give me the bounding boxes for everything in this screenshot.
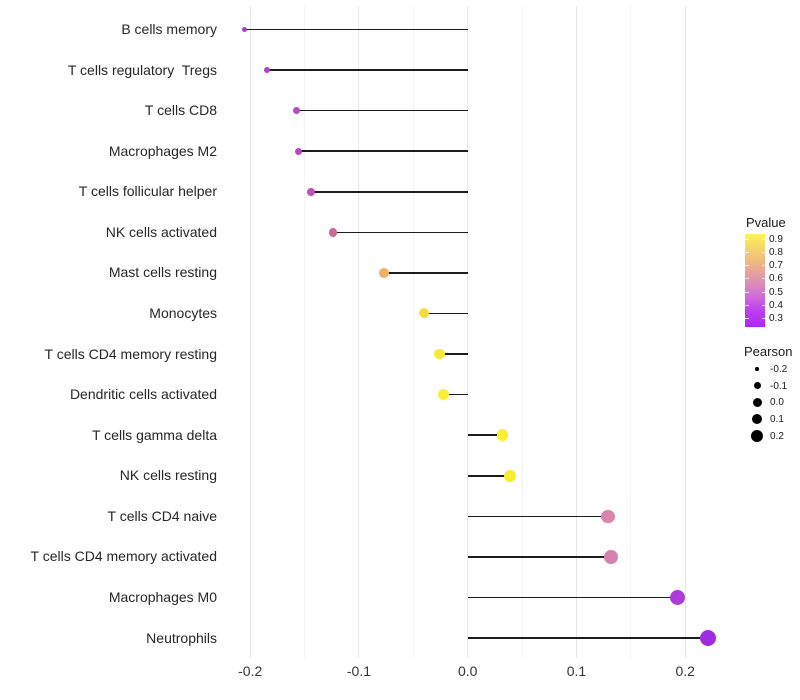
lollipop-stem xyxy=(383,272,468,274)
lollipop-stem xyxy=(467,596,678,599)
lollipop-stem xyxy=(298,150,468,152)
lollipop-dot xyxy=(438,389,450,401)
row-label: Monocytes xyxy=(149,304,217,321)
pearson-legend-label: -0.1 xyxy=(770,380,788,392)
lollipop-dot xyxy=(419,308,430,319)
pvalue-tick-label: 0.5 xyxy=(769,286,783,298)
pearson-legend-dot xyxy=(751,429,763,442)
row-label: Macrophages M0 xyxy=(108,588,217,605)
pvalue-gradient-tick xyxy=(745,265,749,267)
row-label: Dendritic cells activated xyxy=(69,386,217,403)
row-label: Macrophages M2 xyxy=(108,142,217,159)
pearson-legend-dot xyxy=(751,413,763,425)
pvalue-tick-label: 0.6 xyxy=(769,273,783,285)
pearson-legend-title: Pearson xyxy=(744,344,793,359)
lollipop-stem xyxy=(244,28,468,31)
row-label: Mast cells resting xyxy=(108,264,217,281)
pvalue-tick-label: 0.9 xyxy=(769,233,783,245)
pvalue-gradient-tick xyxy=(745,238,749,240)
pvalue-gradient-tick xyxy=(761,251,765,253)
lollipop-dot xyxy=(504,469,517,482)
pearson-legend-label: 0.1 xyxy=(770,414,784,426)
major-gridline xyxy=(467,6,469,658)
pvalue-gradient-tick xyxy=(761,291,765,293)
lollipop-dot xyxy=(434,348,445,360)
major-gridline xyxy=(684,6,686,658)
minor-gridline xyxy=(521,6,523,658)
pearson-legend-dot xyxy=(753,382,761,390)
x-tick-label: -0.1 xyxy=(346,663,371,679)
lollipop-dot xyxy=(328,228,338,237)
pvalue-gradient-tick xyxy=(761,318,765,320)
pvalue-gradient-tick xyxy=(745,251,749,253)
row-label: T cells CD4 memory resting xyxy=(44,345,217,362)
lollipop-dot xyxy=(379,268,389,278)
row-label: NK cells resting xyxy=(119,467,217,484)
major-gridline xyxy=(249,6,251,658)
row-label: T cells CD4 memory activated xyxy=(30,548,217,565)
row-label: T cells regulatory Tregs xyxy=(67,61,217,78)
pvalue-gradient-bar xyxy=(745,234,765,327)
pvalue-gradient-tick xyxy=(745,305,749,306)
pearson-legend-dot xyxy=(752,397,762,407)
x-tick-label: 0.2 xyxy=(675,663,695,679)
pvalue-tick-label: 0.8 xyxy=(769,246,783,258)
lollipop-stem xyxy=(467,474,511,477)
lollipop-dot xyxy=(294,147,302,155)
pvalue-gradient-tick xyxy=(761,265,765,267)
row-label: B cells memory xyxy=(121,21,217,37)
pvalue-gradient-tick xyxy=(761,278,765,280)
minor-gridline xyxy=(304,6,306,658)
pvalue-gradient-tick xyxy=(761,238,765,240)
pvalue-tick-label: 0.4 xyxy=(769,300,783,311)
row-label: T cells CD4 naive xyxy=(107,507,217,524)
lollipop-stem xyxy=(467,434,503,436)
lollipop-stem xyxy=(443,393,468,396)
x-tick-label: -0.2 xyxy=(238,663,263,679)
lollipop-stem xyxy=(266,69,468,71)
lollipop-dot xyxy=(263,67,270,74)
lollipop-dot xyxy=(601,509,615,524)
lollipop-stem xyxy=(467,637,709,639)
lollipop-stem xyxy=(424,312,468,315)
lollipop-stem xyxy=(467,515,608,518)
pvalue-gradient-tick xyxy=(745,318,749,320)
lollipop-dot xyxy=(669,589,686,606)
lollipop-dot xyxy=(242,27,248,32)
x-tick-label: 0.0 xyxy=(457,663,478,679)
major-gridline xyxy=(575,6,577,658)
pearson-legend-dot xyxy=(755,367,759,371)
x-tick-label: 0.1 xyxy=(566,663,587,679)
pearson-legend-label: 0.0 xyxy=(770,397,784,409)
lollipop-stem xyxy=(311,190,468,193)
lollipop-dot xyxy=(496,429,509,441)
row-label: NK cells activated xyxy=(105,223,217,240)
lollipop-dot xyxy=(604,549,619,564)
lollipop-stem xyxy=(439,353,468,355)
pvalue-tick-label: 0.7 xyxy=(769,260,783,272)
pearson-legend-label: 0.2 xyxy=(770,430,784,442)
lollipop-stem xyxy=(467,556,612,558)
minor-gridline xyxy=(630,6,632,658)
pearson-legend-label: -0.2 xyxy=(770,364,788,375)
lollipop-dot xyxy=(307,188,315,196)
row-label: T cells CD8 xyxy=(144,102,217,119)
pvalue-legend-title: Pvalue xyxy=(746,215,786,230)
row-label: T cells follicular helper xyxy=(78,183,217,200)
minor-gridline xyxy=(412,6,414,658)
lollipop-stem xyxy=(296,109,468,112)
pvalue-gradient-tick xyxy=(745,278,749,280)
row-label: Neutrophils xyxy=(146,629,217,646)
pvalue-gradient-tick xyxy=(761,305,765,306)
lollipop-dot xyxy=(293,107,301,115)
pvalue-gradient-tick xyxy=(745,291,749,293)
major-gridline xyxy=(358,6,360,658)
row-label: T cells gamma delta xyxy=(91,426,217,443)
lollipop-stem xyxy=(332,231,468,234)
lollipop-dot xyxy=(699,629,717,647)
pvalue-tick-label: 0.3 xyxy=(769,313,783,325)
